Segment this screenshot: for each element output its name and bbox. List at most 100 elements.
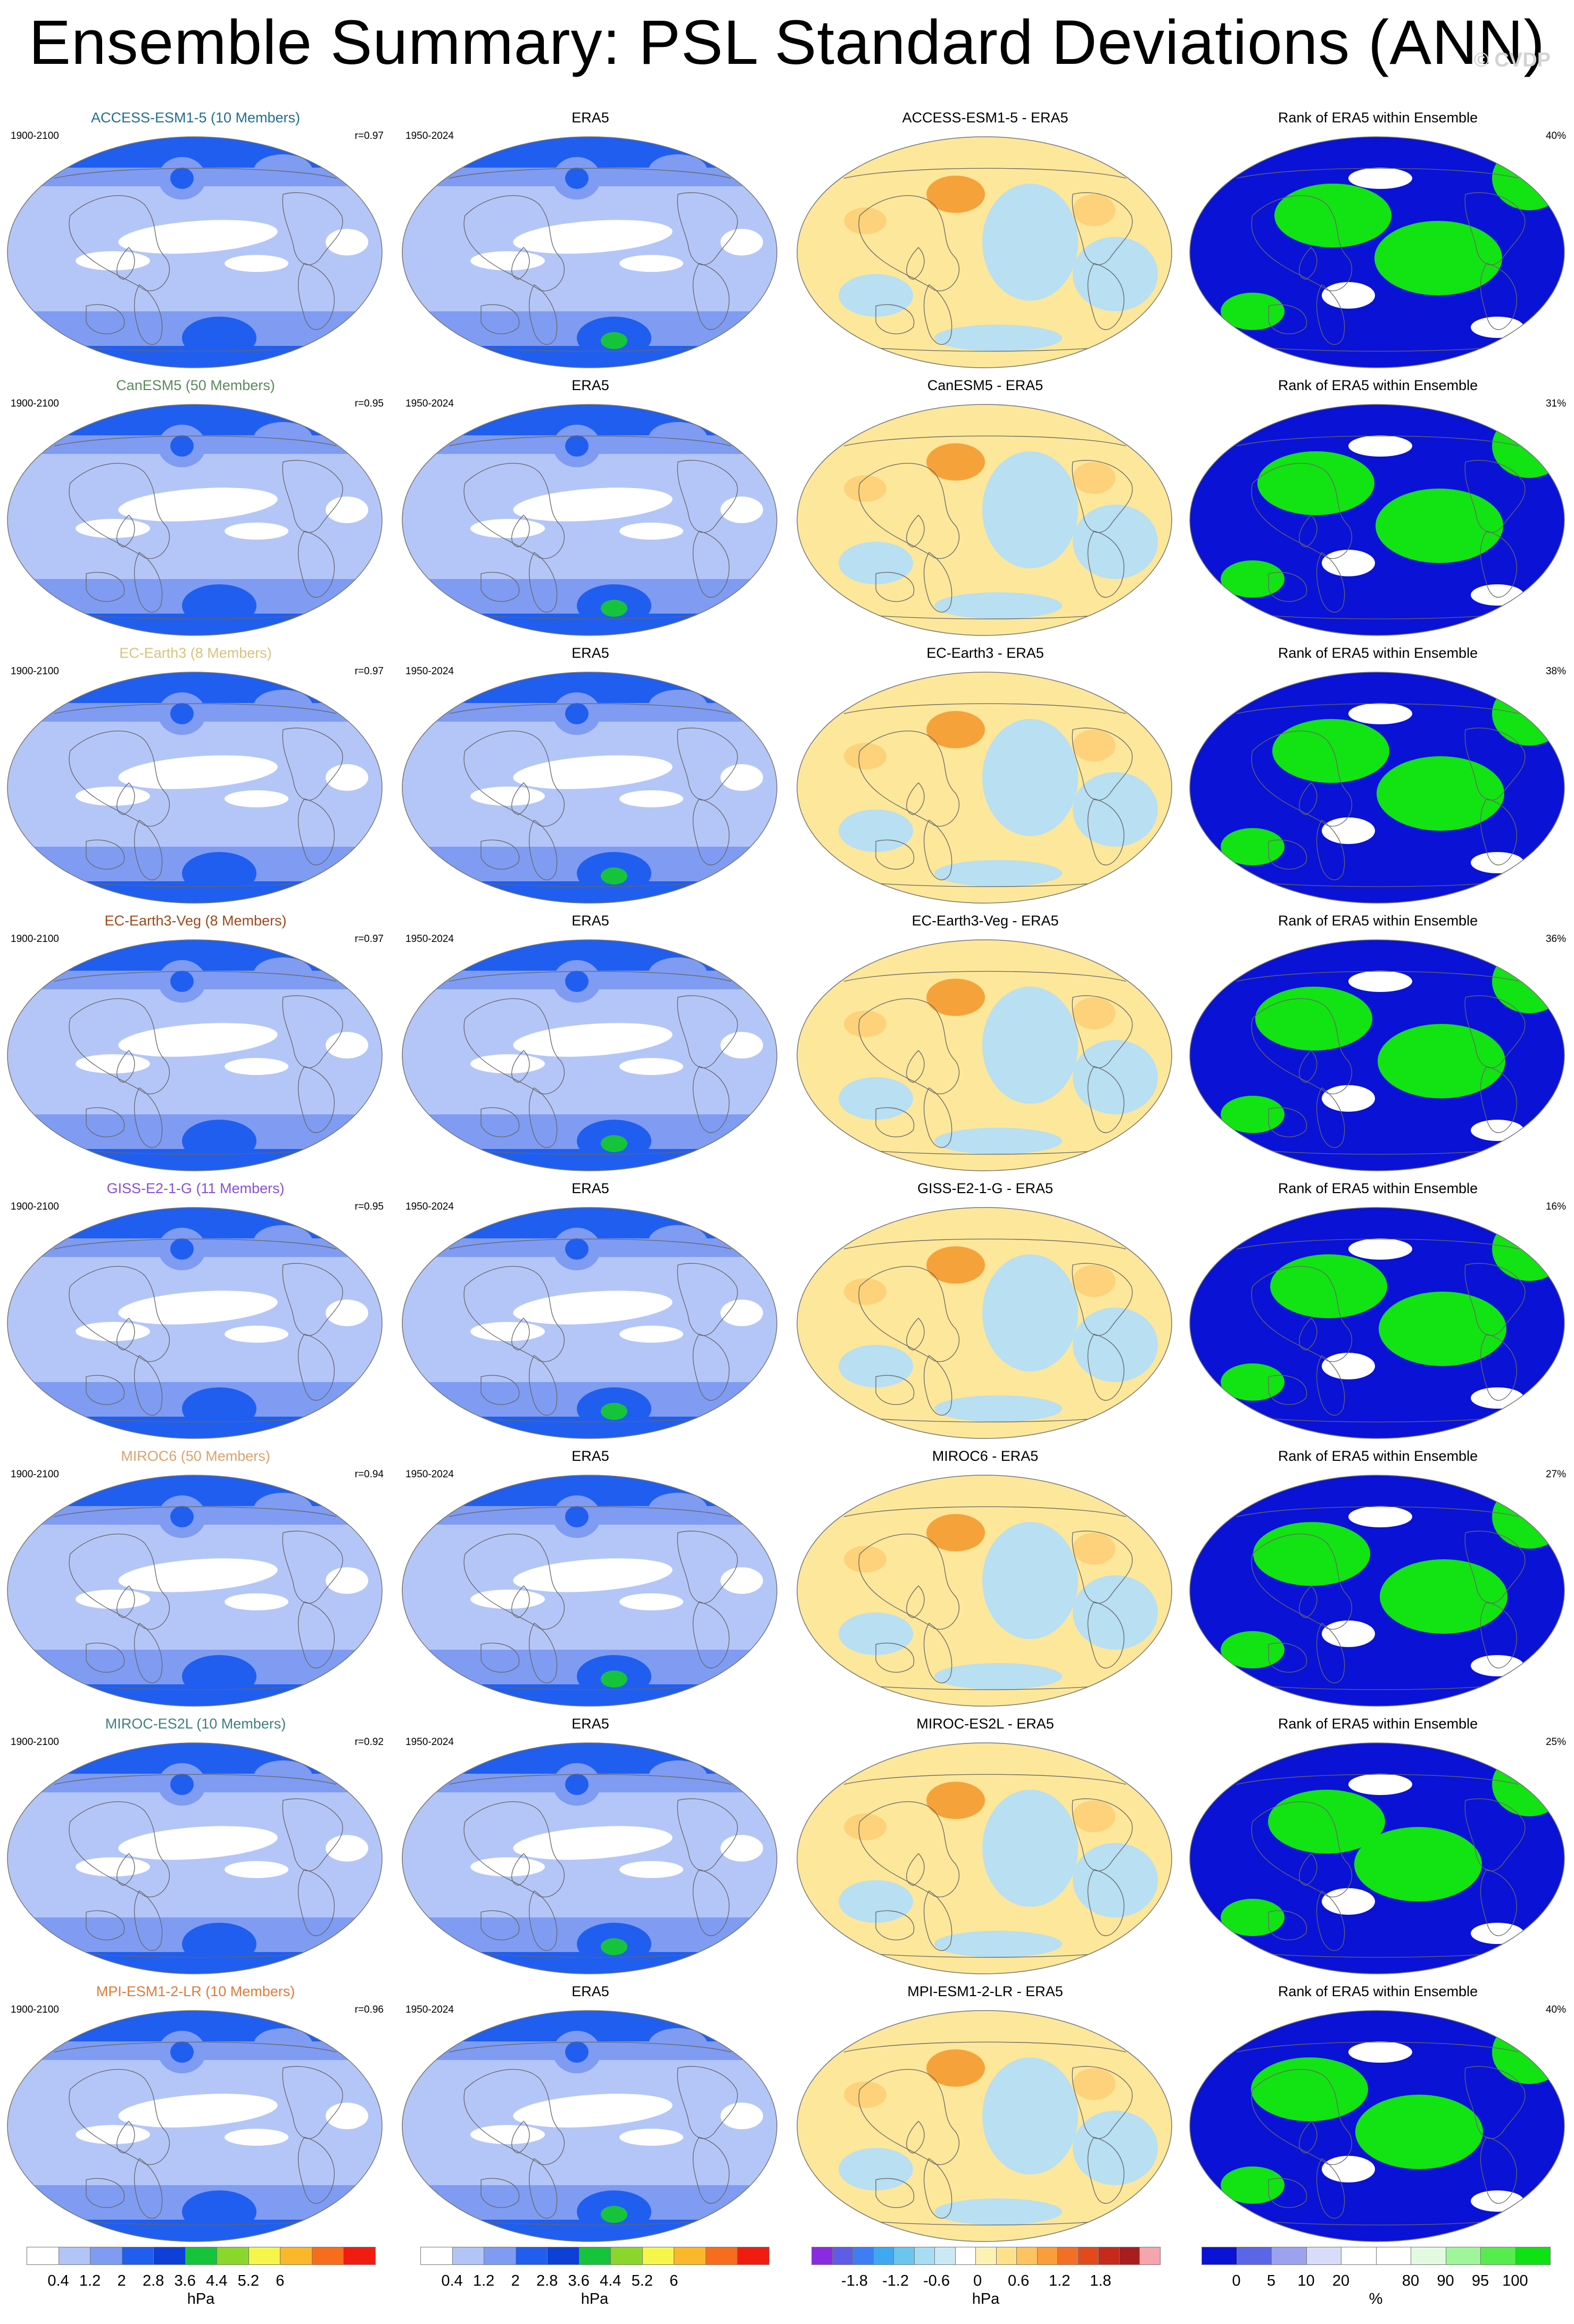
panel-diff-row-4: EC-Earth3-Veg - ERA5 (790, 912, 1181, 1180)
colorbar-tick-label: 6 (276, 2272, 285, 2289)
period-label: 1900-2100 (11, 1201, 59, 1212)
colorbar-tick-label: 5.2 (237, 2272, 259, 2289)
map-model (7, 1475, 383, 1707)
map-diff (797, 404, 1172, 636)
colorbar-swatch (934, 2247, 956, 2265)
panel-diff-row-5: GISS-E2-1-G - ERA5 (790, 1180, 1181, 1448)
colorbar-swatch (311, 2247, 344, 2265)
panel-title: ACCESS-ESM1-5 (10 Members) (90, 110, 301, 126)
colorbar-swatch (1098, 2247, 1120, 2265)
colorbar-tick-label: 2 (117, 2272, 126, 2289)
colorbar-swatch (674, 2247, 706, 2265)
colorbar-unit-label: % (1369, 2290, 1383, 2308)
colorbar-swatch (1515, 2247, 1551, 2265)
panel-diff-row-6: MIROC6 - ERA5 (790, 1448, 1181, 1715)
pattern-correlation-label: r=0.97 (354, 933, 384, 945)
panel-title: MPI-ESM1-2-LR (10 Members) (96, 1983, 295, 1999)
colorbar-swatch (996, 2247, 1017, 2265)
sd-colorbar (27, 2247, 376, 2265)
colorbar-swatch (1078, 2247, 1099, 2265)
panel-title: Rank of ERA5 within Ensemble (1278, 645, 1478, 661)
panel-title: MIROC6 (50 Members) (121, 1448, 270, 1464)
period-label: 1900-2100 (11, 1469, 59, 1480)
panel-title: ERA5 (571, 110, 609, 126)
panel-title: GISS-E2-1-G (11 Members) (106, 1180, 285, 1196)
colorbar-swatch (27, 2247, 59, 2265)
panel-model-row-6: MIROC6 (50 Members) 1900-2100 r=0.94 (0, 1448, 391, 1715)
colorbar-swatch (1411, 2247, 1446, 2265)
panel-title: ERA5 (571, 377, 609, 393)
period-label: 1900-2100 (11, 130, 59, 142)
colorbar-swatch (811, 2247, 833, 2265)
colorbar-swatch (420, 2247, 453, 2265)
colorbar-tick-label: -0.6 (923, 2272, 950, 2289)
colorbar-tick-label: 0 (1232, 2272, 1241, 2289)
colorbar-unit-label: hPa (581, 2290, 609, 2308)
pattern-correlation-label: r=0.97 (354, 130, 384, 142)
map-model (7, 404, 383, 636)
map-diff (797, 1742, 1172, 1974)
rank-percent-label: 25% (1545, 1736, 1566, 1748)
panel-title: ERA5 (571, 1448, 609, 1464)
colorbar-swatch (1057, 2247, 1079, 2265)
colorbar-swatch (832, 2247, 854, 2265)
colorbar-swatch (248, 2247, 281, 2265)
colorbar-swatch (955, 2247, 976, 2265)
map-model (7, 939, 383, 1171)
panel-model-row-5: GISS-E2-1-G (11 Members) 1900-2100 r=0.95 (0, 1180, 391, 1448)
panel-title: ERA5 (571, 645, 609, 661)
colorbar-swatch (153, 2247, 186, 2265)
panel-obs-row-6: ERA5 1950-2024 (395, 1448, 786, 1715)
colorbar-unit-label: hPa (187, 2290, 215, 2308)
figure-title: Ensemble Summary: PSL Standard Deviation… (29, 7, 1545, 78)
panel-title: EC-Earth3 (8 Members) (119, 645, 272, 661)
panel-diff-row-2: CanESM5 - ERA5 (790, 377, 1181, 644)
map-obs (402, 1742, 777, 1974)
colorbar-swatch (217, 2247, 249, 2265)
map-rank (1189, 1207, 1565, 1439)
colorbar-tick-label: 1.2 (473, 2272, 495, 2289)
diff-colorbar (811, 2247, 1161, 2265)
colorbar-swatch (893, 2247, 915, 2265)
panel-title: MIROC-ES2L - ERA5 (916, 1716, 1054, 1732)
colorbar-swatch (1016, 2247, 1038, 2265)
panel-rank-row-2: Rank of ERA5 within Ensemble 31% (1182, 377, 1573, 644)
panel-title: Rank of ERA5 within Ensemble (1278, 1448, 1478, 1464)
panel-obs-row-7: ERA5 1950-2024 (395, 1715, 786, 1983)
map-diff (797, 1475, 1172, 1707)
colorbar-tick-label: 2.8 (536, 2272, 558, 2289)
colorbar-swatch (1376, 2247, 1411, 2265)
colorbar-swatch (610, 2247, 643, 2265)
map-model (7, 1207, 383, 1439)
period-label: 1950-2024 (405, 1736, 454, 1748)
colorbar-swatch (642, 2247, 675, 2265)
colorbar-swatch (58, 2247, 91, 2265)
map-obs (402, 404, 777, 636)
rank-percent-label: 38% (1545, 666, 1566, 677)
colorbar-swatch (737, 2247, 769, 2265)
colorbar-swatch (1119, 2247, 1140, 2265)
colorbar-swatch (484, 2247, 516, 2265)
colorbar-tick-label: 4.4 (600, 2272, 622, 2289)
colorbar-swatch (975, 2247, 997, 2265)
colorbar-tick-label: 95 (1471, 2272, 1489, 2289)
colorbar-tick-label: 20 (1332, 2272, 1350, 2289)
colorbar-swatch (1139, 2247, 1161, 2265)
map-obs (402, 136, 777, 368)
rank-percent-label: 27% (1545, 1469, 1566, 1480)
panel-rank-row-7: Rank of ERA5 within Ensemble 25% (1182, 1715, 1573, 1983)
period-label: 1950-2024 (405, 933, 454, 945)
period-label: 1950-2024 (405, 1469, 454, 1480)
colorbar-swatch (547, 2247, 579, 2265)
period-label: 1950-2024 (405, 398, 454, 409)
period-label: 1900-2100 (11, 666, 59, 677)
map-obs (402, 939, 777, 1171)
colorbar-tick-label: 1.8 (1090, 2272, 1112, 2289)
panel-title: ACCESS-ESM1-5 - ERA5 (902, 110, 1068, 126)
panel-title: Rank of ERA5 within Ensemble (1278, 1716, 1478, 1732)
panel-title: CanESM5 (50 Members) (116, 377, 275, 393)
pattern-correlation-label: r=0.95 (354, 1201, 384, 1212)
colorbar-swatch (1202, 2247, 1237, 2265)
colorbar-swatch (1480, 2247, 1516, 2265)
